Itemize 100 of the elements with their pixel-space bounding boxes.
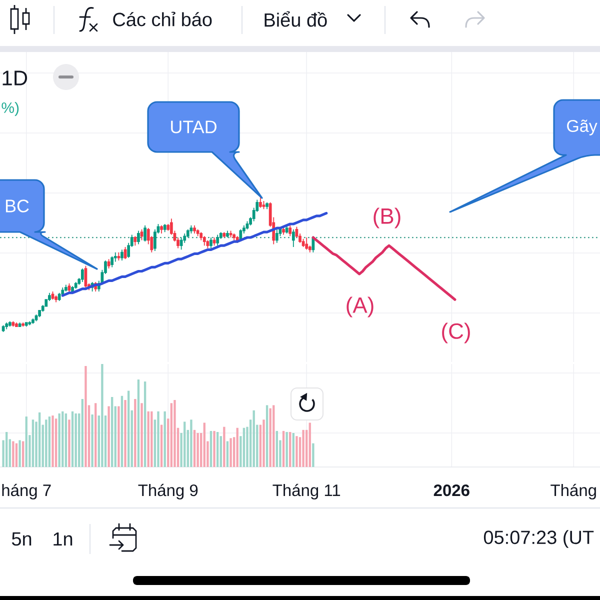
bar — [120, 396, 124, 467]
candlestick — [285, 224, 288, 234]
candlestick — [22, 322, 25, 328]
bar — [282, 430, 285, 467]
bar — [38, 412, 41, 467]
annotation: BC — [6, 200, 29, 212]
bar — [160, 424, 163, 467]
bar — [220, 436, 222, 467]
candlestick — [32, 318, 34, 324]
candlestick — [8, 320, 12, 328]
candlestick — [262, 200, 266, 210]
text: %) — [2, 102, 19, 116]
bar — [22, 441, 24, 467]
bar — [193, 430, 196, 467]
candlestick — [288, 224, 292, 237]
candlestick — [226, 230, 229, 238]
candlestick — [305, 237, 308, 250]
bar — [84, 366, 87, 467]
candlestick — [266, 202, 268, 210]
bar — [108, 406, 110, 467]
bar — [25, 416, 28, 467]
x-tick-label: Tháng — [550, 484, 596, 500]
bar — [64, 413, 68, 467]
bar — [137, 379, 140, 467]
candlestick — [74, 282, 78, 290]
bar — [286, 432, 288, 467]
bar — [190, 420, 192, 467]
bar — [210, 430, 212, 467]
candlestick — [232, 232, 236, 241]
bar — [74, 413, 77, 467]
bar — [252, 410, 255, 467]
candlestick — [137, 230, 140, 245]
bar — [134, 399, 136, 467]
candlestick — [163, 224, 166, 233]
text: Gãy — [567, 120, 598, 136]
candlestick — [144, 224, 146, 242]
bar — [150, 411, 153, 467]
bar — [12, 441, 14, 467]
text: Các chỉ báo — [113, 12, 212, 26]
candlestick — [210, 237, 212, 249]
candlestick — [28, 320, 32, 326]
bar — [15, 443, 18, 467]
bar — [91, 414, 94, 467]
candlestick — [110, 256, 114, 268]
bar — [269, 408, 272, 467]
text: 1D — [2, 70, 28, 86]
text: 1n — [54, 532, 72, 546]
bar — [226, 441, 229, 467]
bar — [292, 433, 294, 467]
annotation: (A) — [346, 296, 374, 318]
text: Biểu đồ — [264, 11, 327, 27]
bar — [71, 411, 74, 467]
bar — [118, 406, 120, 467]
bar — [140, 403, 143, 467]
candlestick — [212, 237, 216, 246]
bar — [308, 422, 311, 467]
bar — [262, 420, 265, 467]
candlestick — [64, 284, 68, 292]
annotation: (C) — [442, 322, 470, 344]
annotation: (B) — [374, 208, 400, 228]
bar — [94, 403, 97, 467]
candlestick — [117, 252, 120, 261]
bar — [147, 411, 150, 467]
bar — [203, 422, 206, 467]
x-tick-label: 2026 — [434, 484, 470, 496]
bar — [312, 443, 314, 467]
candlestick — [193, 224, 196, 234]
bar — [174, 400, 176, 467]
bar — [32, 420, 34, 467]
bar — [184, 422, 186, 467]
candlestick — [80, 268, 84, 282]
bar — [101, 364, 104, 467]
candlestick — [216, 234, 220, 246]
bar — [68, 420, 70, 467]
candlestick — [180, 237, 183, 250]
bar — [213, 430, 216, 467]
bar — [58, 413, 60, 467]
bar — [289, 432, 292, 467]
bar — [276, 430, 278, 467]
bar — [52, 416, 54, 467]
bar — [157, 411, 160, 467]
bar — [164, 411, 166, 467]
bar — [230, 438, 232, 467]
bar — [266, 405, 268, 467]
candlestick — [202, 236, 206, 246]
candlestick — [134, 236, 137, 246]
bar — [223, 426, 226, 467]
bar — [236, 428, 238, 467]
candlestick — [292, 228, 295, 248]
x-tick-label: Tháng 11 — [272, 484, 340, 500]
candlestick — [206, 240, 210, 249]
bar — [296, 436, 298, 467]
bar — [54, 418, 58, 467]
bar — [127, 390, 130, 467]
bar — [170, 403, 173, 467]
candlestick — [24, 322, 28, 328]
candlestick — [54, 295, 58, 303]
candlestick — [259, 196, 262, 208]
candlestick — [160, 224, 163, 234]
text: 5n — [12, 532, 32, 546]
